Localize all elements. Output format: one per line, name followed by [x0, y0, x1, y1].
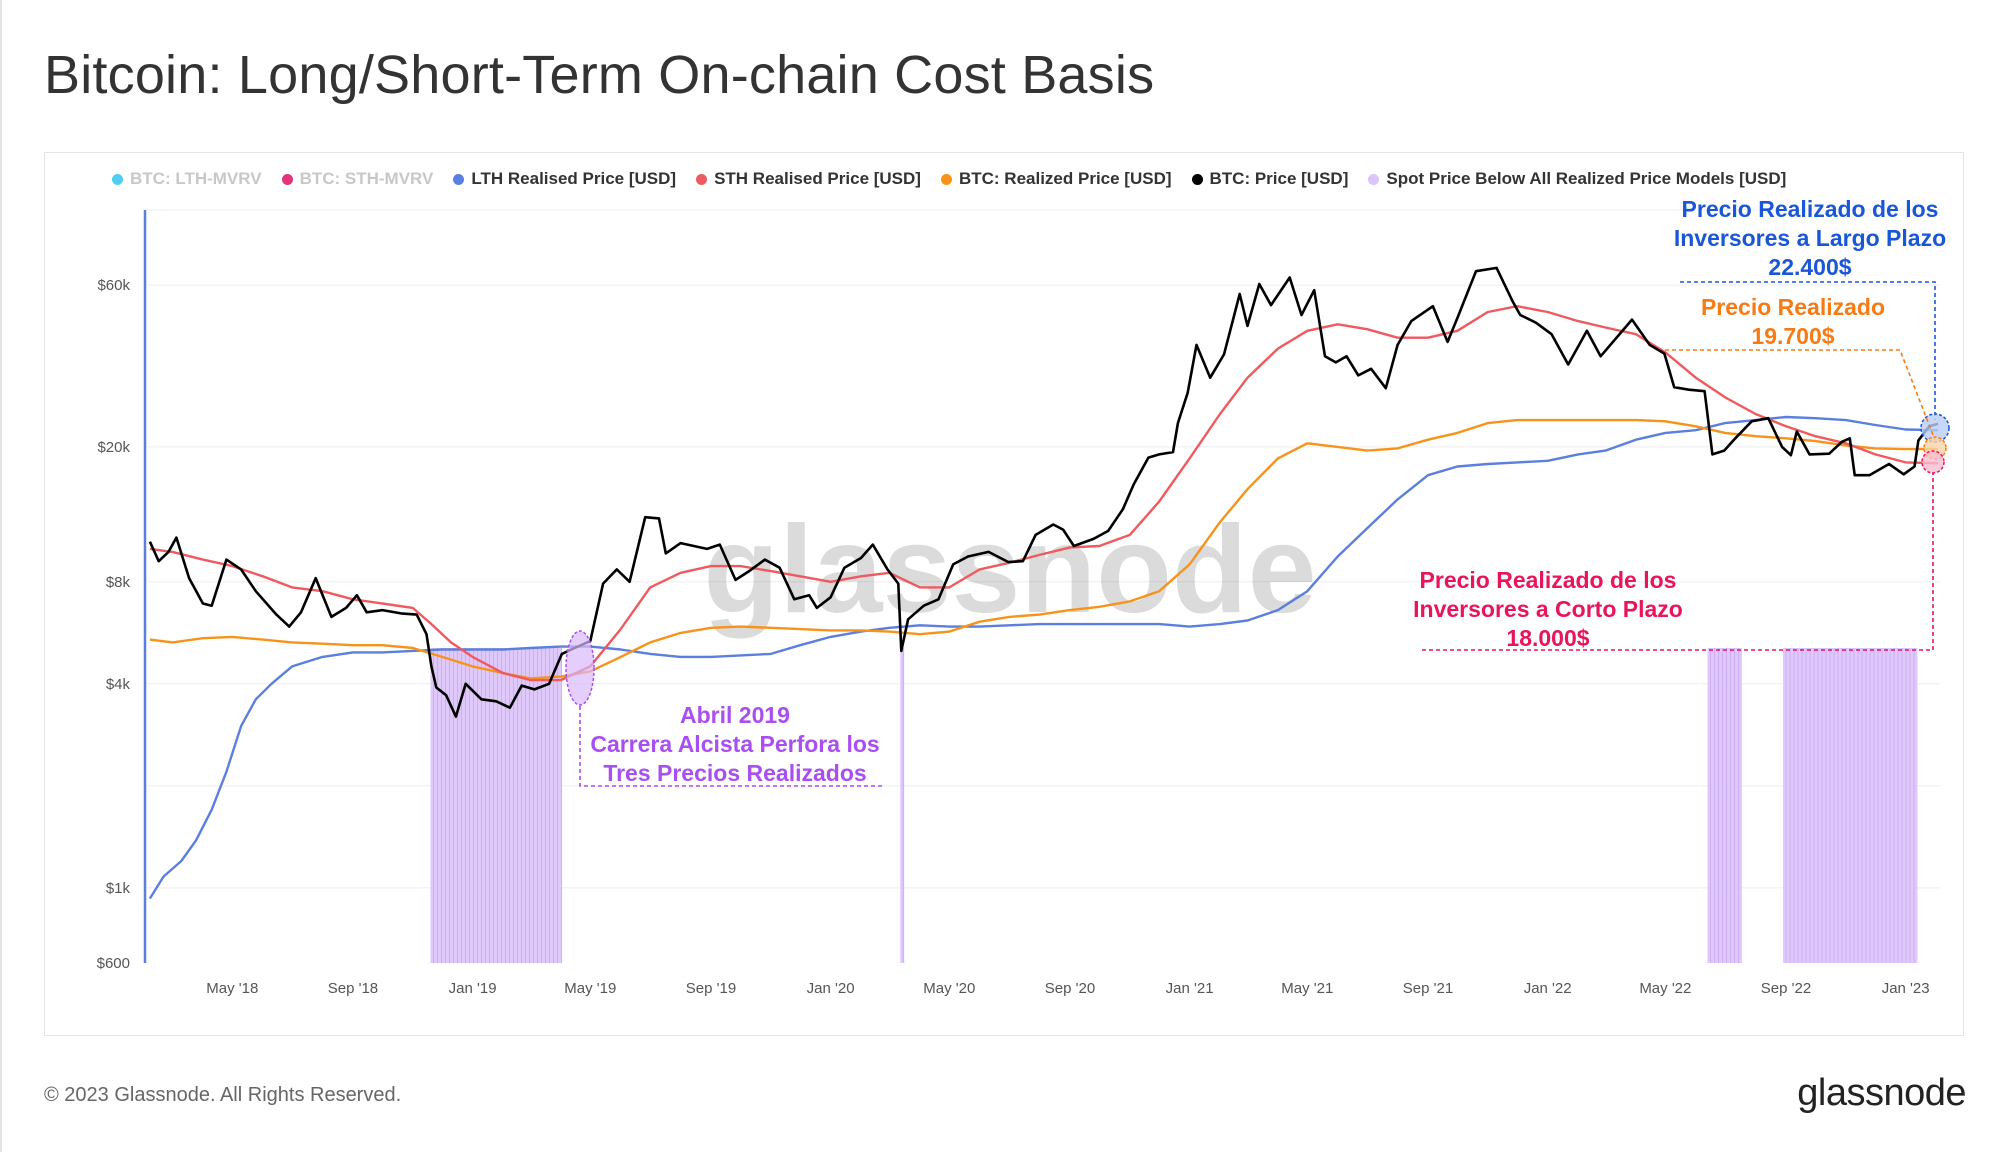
legend-label: BTC: LTH-MVRV: [130, 169, 262, 188]
april-leader-line: [579, 706, 882, 787]
x-tick-label: Jan '22: [1524, 980, 1572, 997]
x-tick-label: Sep '22: [1761, 980, 1811, 997]
realized-leader-line: [1665, 349, 1936, 441]
legend-item[interactable]: BTC: LTH-MVRV: [112, 168, 262, 190]
x-tick-label: May '21: [1281, 980, 1333, 997]
x-tick-label: Jan '23: [1882, 980, 1930, 997]
legend-dot-icon: [453, 173, 465, 185]
copyright-footer: © 2023 Glassnode. All Rights Reserved.: [44, 1084, 402, 1106]
x-tick-label: Jan '21: [1166, 980, 1214, 997]
sth-annotation-text: Inversores a Corto Plazo: [1413, 596, 1683, 622]
x-tick-label: May '22: [1639, 980, 1691, 997]
legend-label: STH Realised Price [USD]: [714, 169, 921, 188]
y-tick-label: $4k: [106, 676, 131, 693]
x-tick-label: Jan '19: [449, 980, 497, 997]
april-annotation-text: Carrera Alcista Perfora los: [590, 731, 879, 757]
legend-item[interactable]: BTC: STH-MVRV: [281, 168, 434, 190]
glassnode-logo: glassnode: [1797, 1072, 1966, 1114]
legend-item[interactable]: BTC: Realized Price [USD]: [940, 168, 1172, 190]
legend-label: BTC: Realized Price [USD]: [958, 169, 1172, 188]
x-tick-label: Sep '21: [1403, 980, 1453, 997]
lth-annotation-text: 22.400$: [1768, 254, 1851, 280]
lth-annotation-text: Precio Realizado de los: [1682, 196, 1939, 222]
series-line-btc-3: [148, 266, 1939, 718]
sth-annotation-text: Precio Realizado de los: [1420, 567, 1677, 593]
chart-frame: [44, 152, 1964, 1036]
april-highlight-ellipse: [565, 630, 595, 706]
sth-highlight-circle: [1921, 450, 1945, 474]
y-tick-label: $60k: [97, 277, 130, 294]
left-edge-rule: [0, 0, 2, 1152]
x-tick-label: Jan '20: [807, 980, 855, 997]
legend-dot-icon: [696, 173, 708, 185]
below-realized-region: [900, 648, 905, 963]
y-tick-label: $8k: [106, 574, 131, 591]
sth-annotation-text: 18.000$: [1506, 625, 1589, 651]
x-tick-label: May '19: [564, 980, 616, 997]
page-title: Bitcoin: Long/Short-Term On-chain Cost B…: [44, 45, 1155, 105]
x-tick-label: Sep '20: [1045, 980, 1095, 997]
legend-dot-icon: [1191, 173, 1203, 185]
legend-item[interactable]: BTC: Price [USD]: [1191, 168, 1349, 190]
chart-legend: BTC: LTH-MVRV BTC: STH-MVRV LTH Realised P…: [112, 168, 1806, 190]
legend-label: Spot Price Below All Realized Price Mode…: [1386, 169, 1787, 188]
legend-item[interactable]: STH Realised Price [USD]: [696, 168, 921, 190]
april-annotation-text: Tres Precios Realizados: [603, 760, 866, 786]
legend-label: BTC: Price [USD]: [1209, 169, 1349, 188]
lth-leader-line: [1680, 281, 1936, 420]
x-tick-label: May '20: [923, 980, 975, 997]
x-tick-label: Sep '18: [328, 980, 378, 997]
y-tick-label: $1k: [106, 880, 131, 897]
series-line-lth-0: [148, 415, 1939, 900]
legend-dot-icon: [281, 173, 293, 185]
watermark: glassnode: [703, 501, 1316, 639]
y-tick-label: $600: [97, 955, 130, 972]
legend-dot-icon: [1368, 173, 1380, 185]
below-realized-region: [1707, 648, 1742, 963]
x-tick-label: Sep '19: [686, 980, 736, 997]
legend-label: BTC: STH-MVRV: [299, 169, 434, 188]
sth-leader-line: [1422, 472, 1934, 651]
legend-dot-icon: [940, 173, 952, 185]
y-tick-label: $20k: [97, 439, 130, 456]
legend-item[interactable]: LTH Realised Price [USD]: [453, 168, 676, 190]
legend-label: LTH Realised Price [USD]: [471, 169, 677, 188]
april-annotation-text: Abril 2019: [680, 702, 790, 728]
x-tick-label: May '18: [206, 980, 258, 997]
realized-annotation-text: 19.700$: [1751, 323, 1834, 349]
series-line-btc-1: [149, 418, 1938, 680]
below-realized-region: [430, 648, 562, 963]
lth-annotation-text: Inversores a Largo Plazo: [1674, 225, 1946, 251]
legend-item[interactable]: Spot Price Below All Realized Price Mode…: [1368, 168, 1786, 190]
legend-dot-icon: [112, 173, 123, 185]
realized-annotation-text: Precio Realizado: [1701, 294, 1885, 320]
